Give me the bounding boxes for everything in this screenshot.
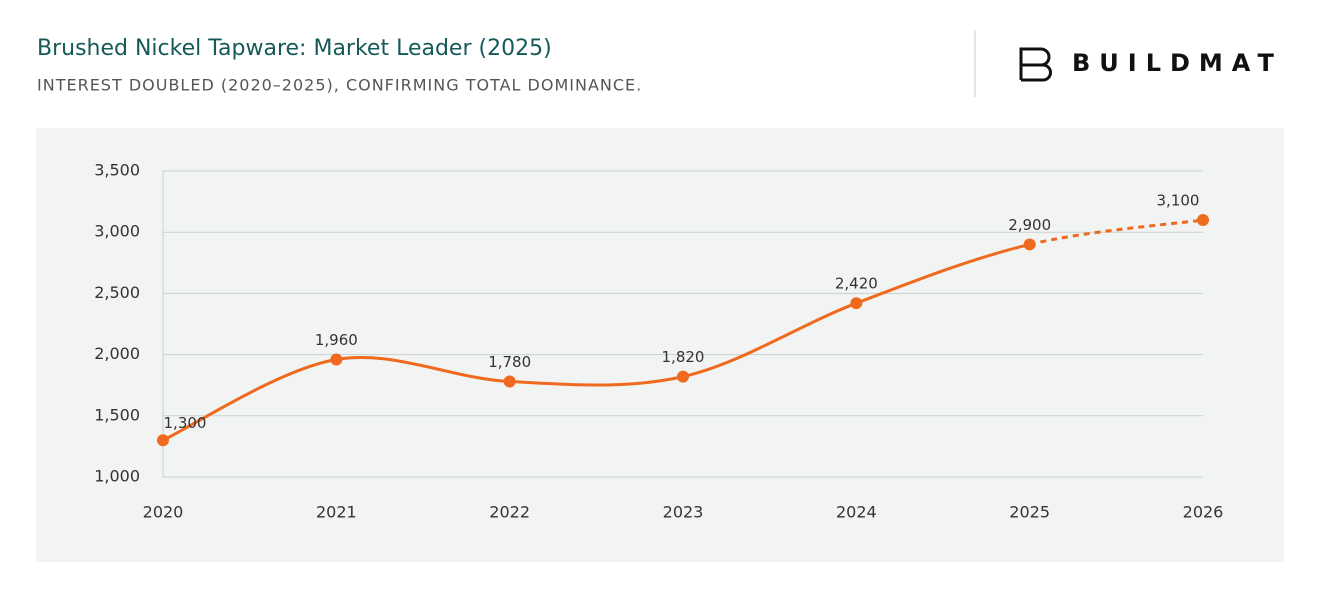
chart-title: Brushed Nickel Tapware: Market Leader (2… xyxy=(37,36,552,61)
line-forecast xyxy=(1029,218,1204,246)
data-label: 1,300 xyxy=(164,414,207,432)
data-label: 1,780 xyxy=(488,353,531,371)
data-label: 2,420 xyxy=(835,275,878,293)
y-tick-label: 1,500 xyxy=(94,405,140,424)
marker xyxy=(1023,238,1036,251)
y-tick-label: 3,500 xyxy=(94,161,140,180)
data-label: 3,100 xyxy=(1157,191,1200,209)
data-label: 2,900 xyxy=(1008,216,1051,234)
x-tick-label: 2025 xyxy=(1009,503,1050,522)
x-tick-label: 2022 xyxy=(489,503,530,522)
y-tick-label: 1,000 xyxy=(94,467,140,486)
marker xyxy=(503,375,516,388)
x-tick-label: 2024 xyxy=(836,503,877,522)
marker xyxy=(850,297,863,310)
chart-panel xyxy=(36,128,1284,562)
x-tick-label: 2020 xyxy=(143,503,184,522)
x-tick-label: 2026 xyxy=(1183,503,1224,522)
marker xyxy=(330,353,343,366)
brand-logo: BUILDMAT xyxy=(1072,49,1283,77)
line-actual xyxy=(162,242,1031,442)
data-label: 1,960 xyxy=(315,331,358,349)
x-tick-label: 2021 xyxy=(316,503,357,522)
marker xyxy=(157,434,169,447)
data-label: 1,820 xyxy=(662,348,705,366)
chart-subtitle: INTEREST DOUBLED (2020–2025), CONFIRMING… xyxy=(37,76,642,95)
y-tick-label: 2,000 xyxy=(94,344,140,363)
logo-icon xyxy=(1019,47,1052,82)
marker xyxy=(1197,213,1209,226)
marker xyxy=(677,370,689,383)
y-tick-label: 3,000 xyxy=(94,222,140,241)
y-tick-label: 2,500 xyxy=(94,283,140,302)
x-tick-label: 2023 xyxy=(663,503,704,522)
